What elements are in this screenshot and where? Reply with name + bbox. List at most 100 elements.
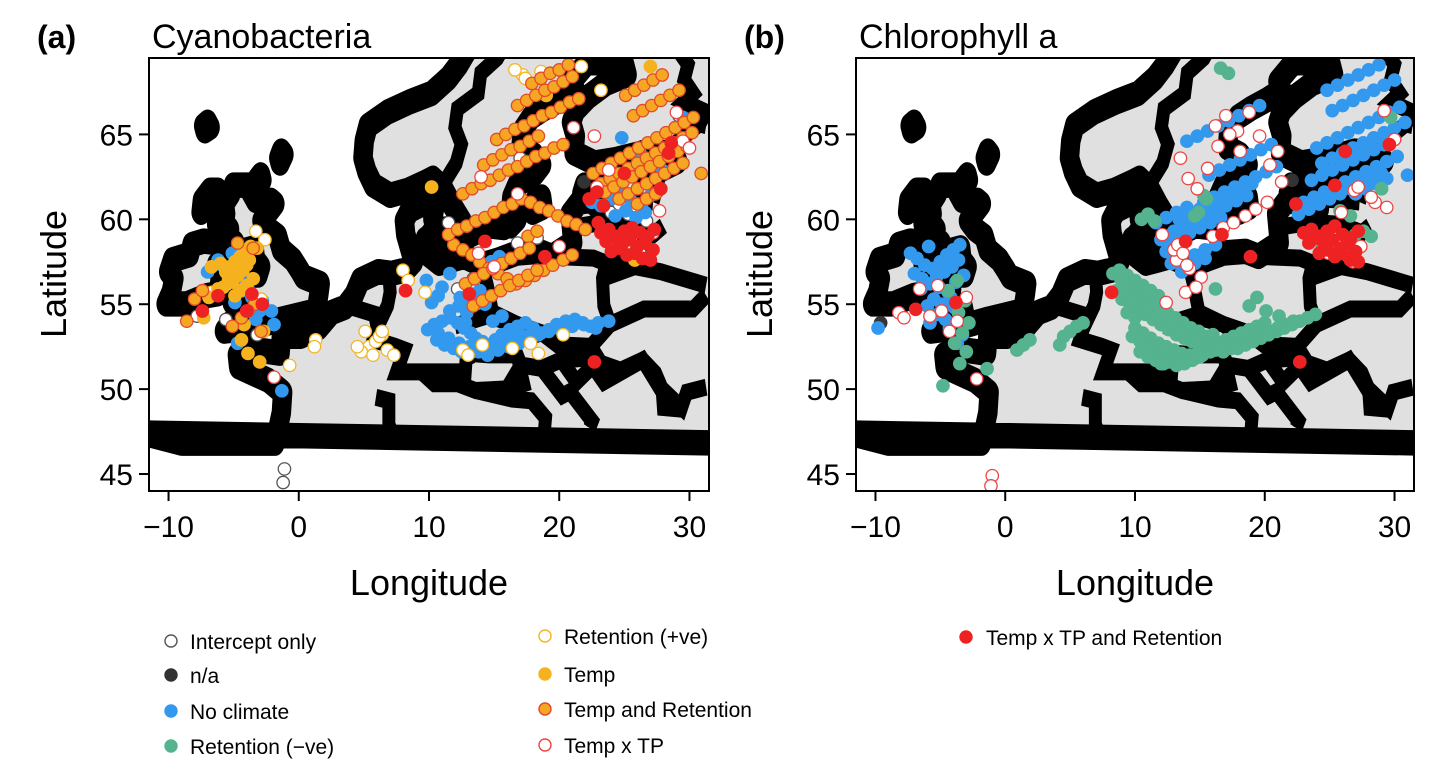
legend-label-noclim: No climate <box>190 701 289 724</box>
point-temptpret <box>211 288 225 303</box>
point-temp <box>643 59 658 74</box>
point-retneg <box>936 378 950 393</box>
point-temptp <box>897 310 911 325</box>
point-noclim <box>1244 176 1259 191</box>
point-temptpret <box>239 304 254 318</box>
point-retneg <box>1308 307 1323 322</box>
legend-label-na: n/a <box>190 665 220 688</box>
point-temptpret <box>1338 144 1353 159</box>
point-temptpret <box>949 295 963 310</box>
point-tempret <box>531 129 546 143</box>
point-temptp <box>1200 161 1215 176</box>
point-temptpret <box>643 253 658 267</box>
point-retneg <box>952 356 967 371</box>
point-retpos <box>350 339 365 354</box>
point-temptp <box>923 309 937 323</box>
point-retneg <box>1147 214 1162 228</box>
point-temptp <box>934 304 949 318</box>
panel-a-xlabel: Longitude <box>350 562 508 603</box>
point-noclim <box>614 130 629 145</box>
point-temp <box>239 258 254 273</box>
point-noclim <box>1392 100 1407 115</box>
point-noclim <box>1174 222 1189 237</box>
point-tempret <box>686 110 701 125</box>
point-noclim <box>952 237 967 252</box>
legend-entry-temp: Temp <box>538 664 615 687</box>
point-temptp <box>969 372 984 386</box>
point-noclim <box>458 316 473 330</box>
point-noclim <box>1180 200 1194 215</box>
point-tempret <box>179 314 194 329</box>
point-retneg <box>980 361 994 376</box>
point-noclim <box>1400 168 1414 183</box>
point-noclim <box>951 253 966 267</box>
point-temptp <box>1222 127 1237 142</box>
point-temptpret <box>538 249 552 264</box>
panel-a-points <box>179 58 709 490</box>
point-temptpret <box>617 166 632 181</box>
point-temptpret <box>1243 249 1258 264</box>
panel-b-xtick-label: 20 <box>1248 511 1281 544</box>
point-retpos <box>523 336 538 351</box>
point-retpos <box>418 285 432 300</box>
point-tempret <box>187 292 202 306</box>
point-temp <box>252 355 267 369</box>
point-retneg <box>947 336 962 351</box>
point-retneg <box>1156 356 1171 371</box>
point-retpos <box>461 348 475 363</box>
legend-label-intercept: Intercept only <box>190 631 317 654</box>
point-temptp <box>566 120 581 135</box>
panel-b-ylabel: Latitude <box>739 210 780 338</box>
point-retneg <box>1221 66 1236 81</box>
point-temptpret <box>462 287 477 301</box>
point-tempret <box>254 324 268 339</box>
panel-a-ylabel: Latitude <box>33 210 74 338</box>
point-na <box>577 175 591 189</box>
point-intercept <box>277 462 292 476</box>
point-noclim <box>907 266 922 281</box>
point-temptp <box>1180 258 1194 273</box>
panel-a-xtick-label: 20 <box>543 511 576 544</box>
point-temptp <box>1190 181 1205 196</box>
legend-entry-retpos: Retention (+ve) <box>538 626 708 649</box>
point-temptpret <box>1178 234 1193 249</box>
point-retneg <box>1364 229 1379 244</box>
point-retneg <box>1076 316 1090 330</box>
panel-b-ytick-label: 45 <box>807 459 840 492</box>
point-noclim <box>1239 188 1254 203</box>
point-retneg <box>1193 350 1207 364</box>
point-temptp <box>1364 190 1379 205</box>
point-retpos <box>307 339 322 354</box>
legend-entry-temptpret: Temp x TP and Retention <box>959 627 1222 650</box>
point-tempret <box>565 69 580 84</box>
panel-a-ytick-label: 55 <box>100 289 133 322</box>
point-tempret <box>230 236 245 250</box>
point-temptp <box>510 186 525 201</box>
point-noclim <box>442 266 457 281</box>
point-temptp <box>652 203 667 218</box>
point-temptp <box>1218 108 1233 123</box>
point-tempret <box>578 222 593 237</box>
point-noclim <box>618 203 633 218</box>
point-noclim <box>541 324 556 339</box>
point-temptpret <box>647 222 662 237</box>
point-temptp <box>1274 175 1289 189</box>
point-retpos <box>358 324 373 339</box>
point-noclim <box>588 321 603 335</box>
point-retneg <box>962 316 976 330</box>
point-retpos <box>475 338 490 352</box>
point-noclim <box>921 239 936 254</box>
point-tempret <box>530 224 544 239</box>
point-retneg <box>1023 333 1037 347</box>
point-temptp <box>1238 209 1253 223</box>
point-temptp <box>1173 151 1188 166</box>
point-retneg <box>1052 338 1067 352</box>
legend-label-tempret: Temp and Retention <box>564 699 752 722</box>
panel-a-xtick-label: −10 <box>143 511 194 544</box>
point-temp <box>241 346 255 361</box>
panel-a: (a) Cyanobacteria −10 0 10 20 30 45 50 55 60 65 L… <box>33 18 710 603</box>
point-temp <box>226 263 241 278</box>
point-noclim <box>248 312 263 327</box>
point-temptp <box>1176 246 1190 261</box>
point-noclim <box>1252 98 1267 113</box>
